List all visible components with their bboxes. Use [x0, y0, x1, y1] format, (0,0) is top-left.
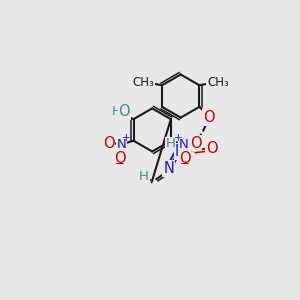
Text: O: O	[190, 136, 201, 151]
Text: O: O	[103, 136, 115, 151]
Text: O: O	[114, 151, 125, 166]
Text: N: N	[163, 161, 174, 176]
Text: CH₃: CH₃	[207, 76, 229, 89]
Text: +: +	[173, 134, 182, 143]
Text: O: O	[118, 104, 130, 119]
Text: O: O	[206, 141, 218, 156]
Text: O: O	[179, 151, 190, 166]
Text: −: −	[115, 157, 124, 170]
Text: −: −	[180, 157, 190, 170]
Text: H: H	[166, 137, 176, 150]
Text: N: N	[175, 144, 186, 159]
Text: N: N	[116, 138, 126, 151]
Text: N: N	[178, 138, 188, 151]
Text: H: H	[112, 105, 122, 118]
Text: +: +	[122, 134, 131, 143]
Text: CH₃: CH₃	[133, 76, 154, 89]
Text: O: O	[203, 110, 214, 125]
Text: H: H	[139, 169, 149, 183]
